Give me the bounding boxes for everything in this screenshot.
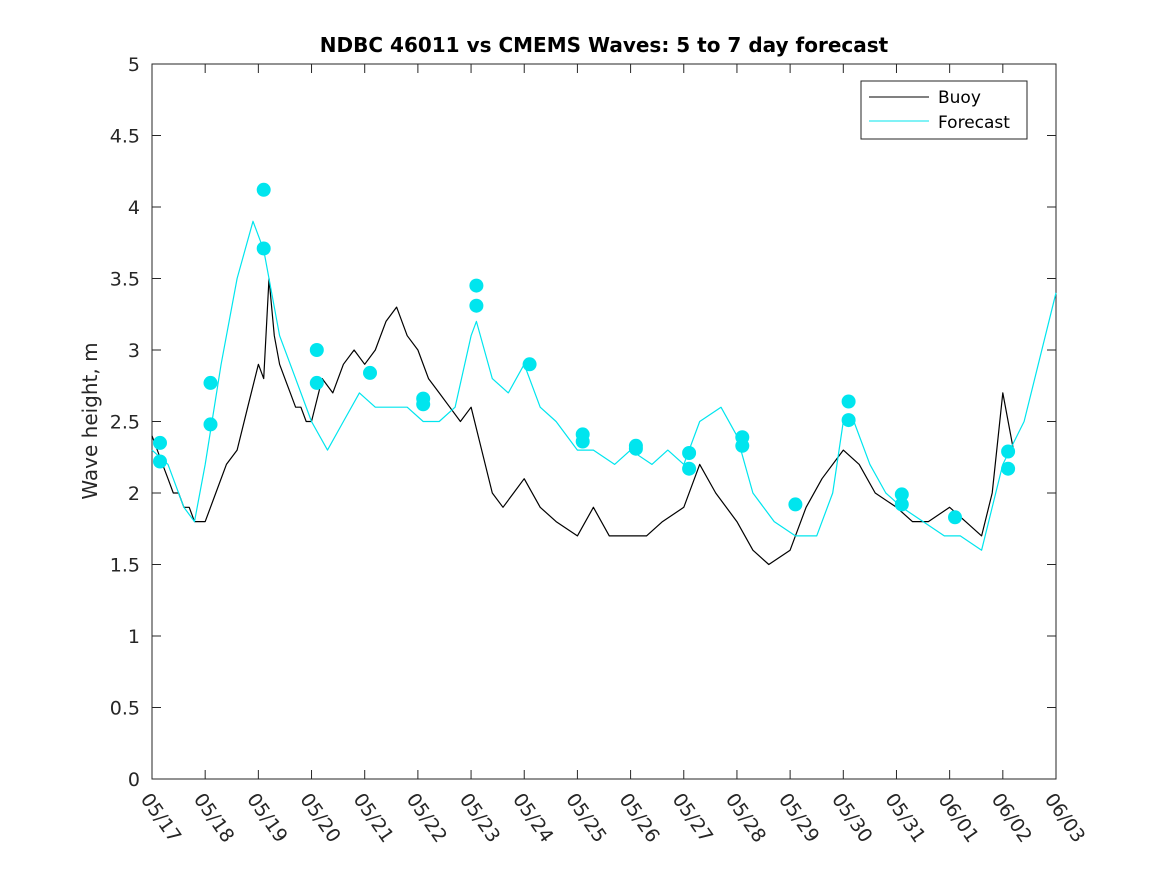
forecast-marker <box>309 343 324 357</box>
forecast-markers <box>153 182 1016 525</box>
forecast-marker <box>203 417 218 432</box>
forecast-marker <box>256 182 271 197</box>
legend-buoy-label: Buoy <box>938 88 981 108</box>
series-layer <box>151 220 1057 566</box>
forecast-marker <box>682 461 697 476</box>
legend-box <box>860 80 1028 140</box>
forecast-marker <box>948 510 962 525</box>
chart-title: NDBC 46011 vs CMEMS Waves: 5 to 7 day fo… <box>320 33 889 57</box>
y-tick-label: 5 <box>128 54 140 76</box>
forecast-marker <box>841 413 856 428</box>
y-tick-label: 0 <box>128 769 140 791</box>
forecast-marker <box>682 446 697 460</box>
forecast-marker <box>203 375 218 390</box>
forecast-marker <box>153 435 167 450</box>
forecast-marker <box>894 487 909 502</box>
forecast-marker <box>469 278 484 293</box>
y-tick-label: 2 <box>128 483 140 505</box>
forecast-marker <box>522 357 537 372</box>
y-tick-label: 4.5 <box>110 126 140 148</box>
y-tick-label: 0.5 <box>110 698 140 720</box>
y-tick-label: 1 <box>128 626 140 648</box>
forecast-marker <box>894 497 909 512</box>
forecast-marker <box>416 397 431 412</box>
series-line-forecast <box>151 220 1057 551</box>
forecast-marker <box>575 434 590 449</box>
series-line-buoy <box>151 277 1015 566</box>
forecast-marker <box>1001 461 1016 476</box>
plot-area <box>151 63 1057 780</box>
y-tick-label: 3 <box>128 340 140 362</box>
forecast-marker <box>309 375 324 390</box>
y-tick-label: 3.5 <box>110 269 140 291</box>
forecast-marker <box>628 441 643 456</box>
forecast-marker <box>1001 444 1016 459</box>
y-tick-label: 2.5 <box>110 412 140 434</box>
y-tick-label: 4 <box>128 197 140 219</box>
forecast-marker <box>153 454 167 469</box>
legend-forecast-label: Forecast <box>938 113 1010 133</box>
forecast-marker <box>841 394 856 409</box>
forecast-marker <box>363 365 377 380</box>
forecast-marker <box>788 497 803 512</box>
forecast-marker <box>735 438 750 453</box>
forecast-marker <box>256 241 271 256</box>
legend: Buoy Forecast <box>860 80 1028 140</box>
y-tick-label: 1.5 <box>110 555 140 577</box>
y-axis-label: Wave height, m <box>78 342 102 499</box>
forecast-marker <box>469 298 484 313</box>
